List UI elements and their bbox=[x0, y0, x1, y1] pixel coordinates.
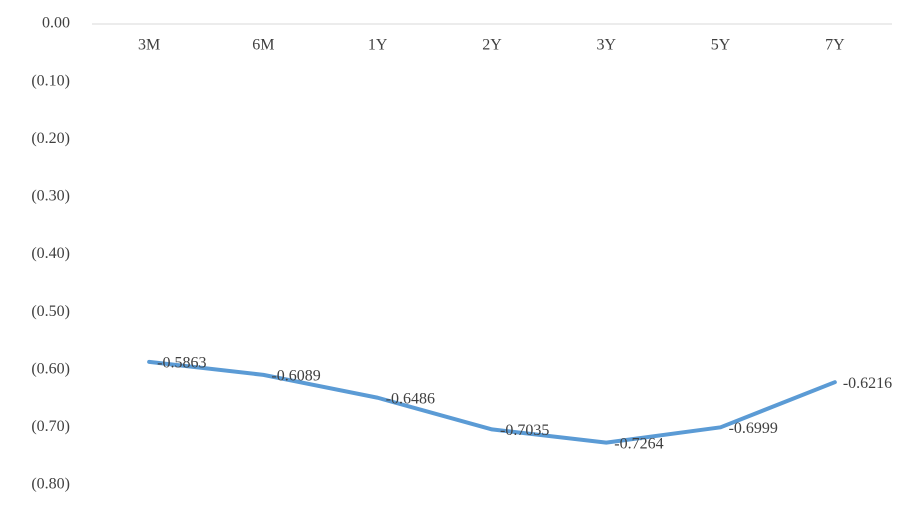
data-label: -0.6216 bbox=[843, 375, 892, 392]
data-label: -0.5863 bbox=[157, 355, 206, 372]
y-tick-label: (0.30) bbox=[31, 188, 70, 205]
y-tick-label: (0.10) bbox=[31, 72, 70, 89]
y-tick-label: (0.80) bbox=[31, 476, 70, 493]
x-tick-label: 6M bbox=[252, 37, 274, 54]
y-tick-label: (0.60) bbox=[31, 360, 70, 377]
x-tick-label: 5Y bbox=[711, 37, 731, 54]
x-tick-label: 2Y bbox=[482, 37, 502, 54]
x-tick-label: 7Y bbox=[825, 37, 845, 54]
data-label: -0.6089 bbox=[271, 368, 320, 385]
x-tick-label: 3Y bbox=[597, 37, 617, 54]
data-label: -0.7264 bbox=[614, 435, 663, 452]
line bbox=[147, 359, 837, 445]
data-label: -0.6486 bbox=[386, 390, 435, 407]
y-tick-label: (0.50) bbox=[31, 303, 70, 320]
y-tick-label: (0.20) bbox=[31, 130, 70, 147]
x-tick-label: 1Y bbox=[368, 37, 388, 54]
y-tick-label: (0.70) bbox=[31, 418, 70, 435]
y-tick-label: (0.40) bbox=[31, 245, 70, 262]
x-tick-label: 3M bbox=[138, 37, 160, 54]
data-label: -0.7035 bbox=[500, 422, 549, 439]
data-label: -0.6999 bbox=[729, 420, 778, 437]
y-tick-label: 0.00 bbox=[42, 15, 70, 32]
